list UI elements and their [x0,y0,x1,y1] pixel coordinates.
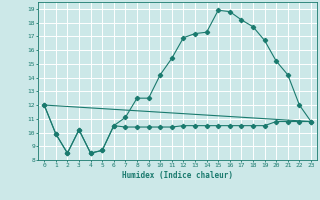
X-axis label: Humidex (Indice chaleur): Humidex (Indice chaleur) [122,171,233,180]
